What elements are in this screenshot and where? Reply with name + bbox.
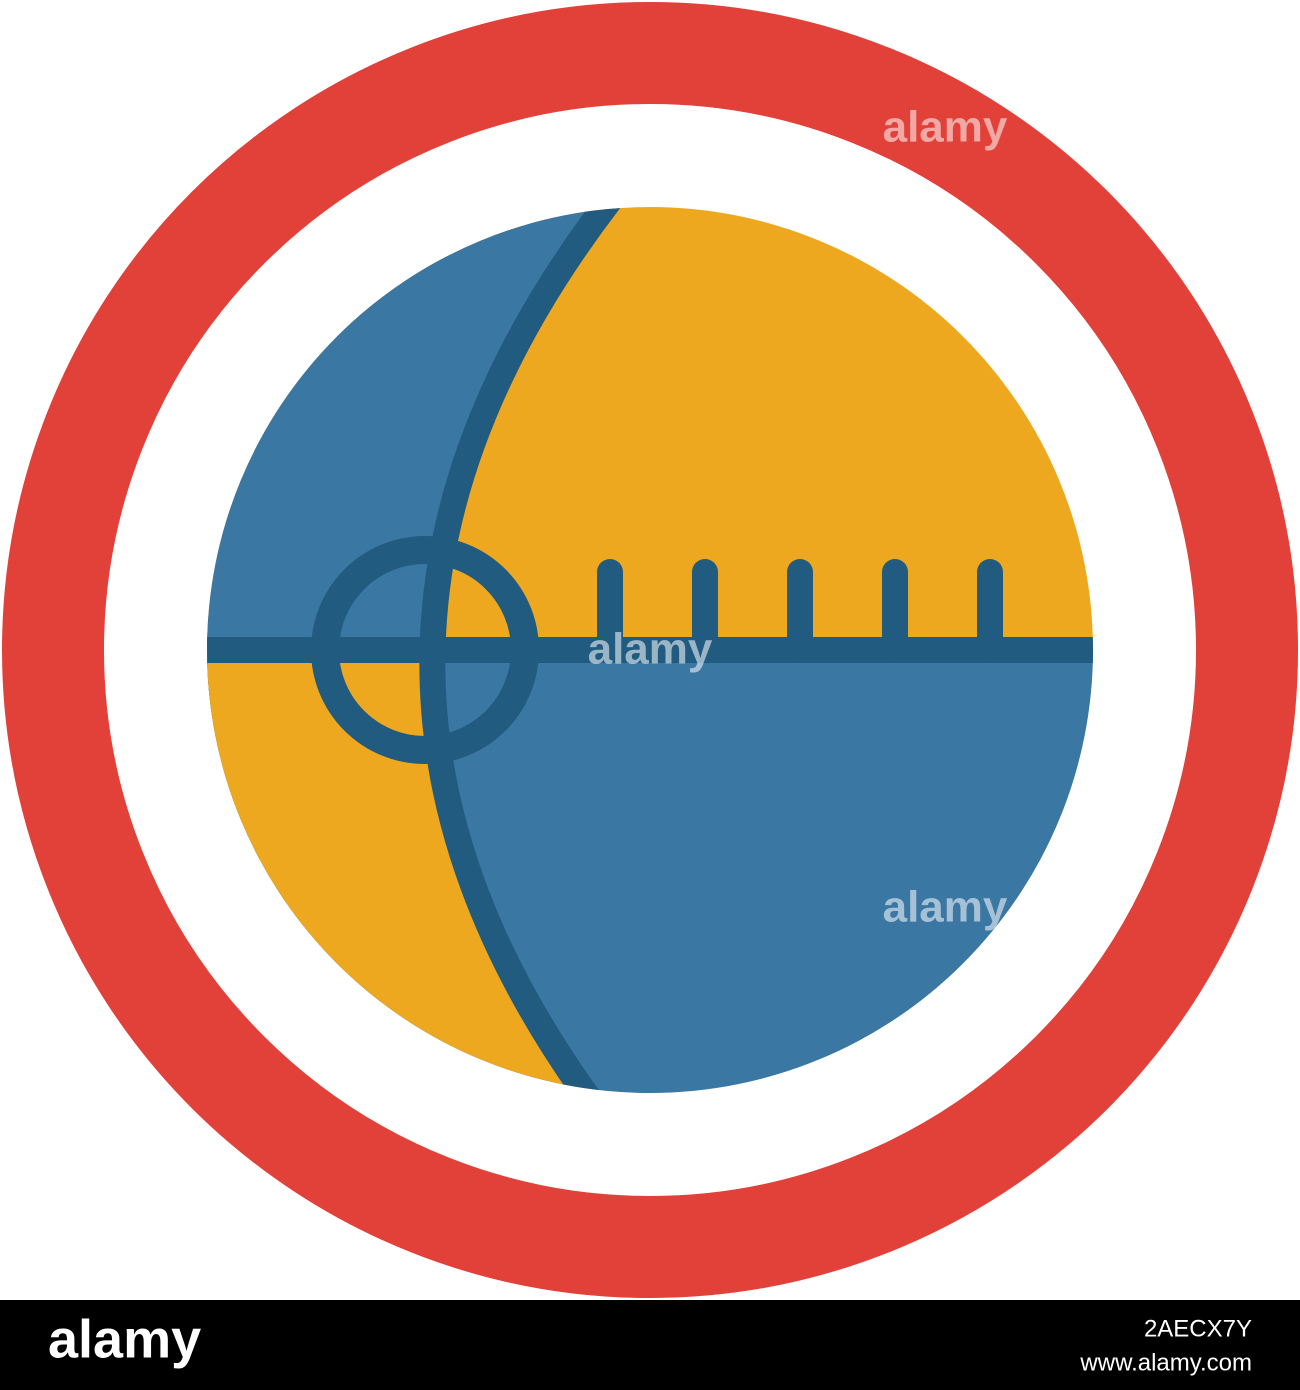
watermark: alamy xyxy=(883,883,1008,932)
ticks xyxy=(597,559,1003,658)
footer-url: www.alamy.com xyxy=(1079,1349,1252,1376)
footer-id: 2AECX7Y xyxy=(1144,1315,1252,1342)
watermark: alamy xyxy=(588,625,713,674)
watermark: alamy xyxy=(883,103,1008,152)
footer-bar xyxy=(0,1300,1300,1390)
red-ring xyxy=(2,2,1298,1298)
footer-logo: alamy xyxy=(48,1309,201,1369)
crosshair xyxy=(311,536,539,764)
